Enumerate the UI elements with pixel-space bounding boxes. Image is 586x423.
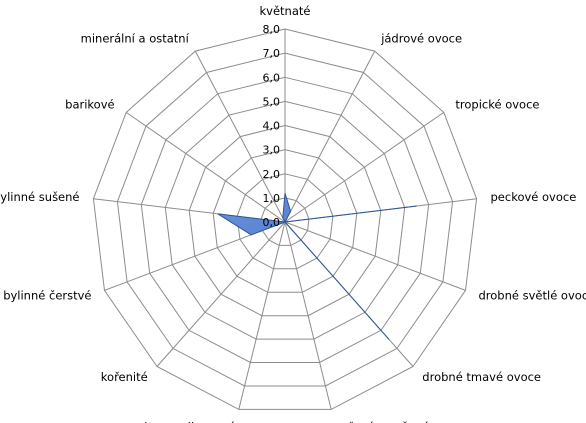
category-label: vařené a sušené ovoce	[335, 420, 468, 423]
spoke-line	[284, 111, 445, 223]
radar-series-layer	[217, 192, 417, 340]
category-label: drobné světlé ovoce	[479, 288, 586, 302]
grid-ring-4	[188, 124, 382, 317]
radial-axis-ticks: 0,0 1,0 2,0 3,0 4,0 5,0 6,0 7,0 8,0	[263, 23, 281, 229]
spoke-line	[284, 50, 376, 223]
category-label: karamelizované	[144, 420, 235, 423]
category-label: květnaté	[260, 4, 311, 18]
grid-ring-6	[140, 76, 430, 363]
tick-label: 8,0	[263, 23, 281, 36]
tick-label: 7,0	[263, 47, 281, 60]
category-label: drobné tmavé ovoce	[422, 370, 541, 384]
tick-label: 6,0	[263, 71, 281, 84]
category-label: bylinné čerstvé	[3, 288, 91, 302]
tick-label: 0,0	[263, 216, 281, 229]
spoke-line	[284, 221, 332, 410]
category-label: kořenité	[101, 370, 148, 384]
category-label: peckové ovoce	[491, 190, 577, 204]
category-label: jádrové ovoce	[380, 32, 462, 46]
tick-label: 4,0	[263, 120, 281, 133]
spoke-line	[284, 221, 466, 291]
category-labels: květnaté jádrové ovoce tropické ovoce pecko…	[0, 4, 586, 423]
tick-label: 5,0	[263, 95, 281, 108]
category-label: bylinné sušené	[0, 190, 80, 204]
tick-label: 3,0	[263, 144, 281, 157]
spoke-line	[238, 221, 286, 410]
tick-label: 1,0	[263, 192, 281, 205]
grid-ring-7	[116, 52, 454, 387]
grid-ring-1	[260, 197, 310, 246]
spoke-line	[125, 111, 286, 223]
grid-ring-8	[92, 28, 478, 410]
category-label: tropické ovoce	[455, 97, 539, 111]
grid-ring-2	[236, 173, 334, 270]
category-label: minerální a ostatní	[81, 32, 190, 46]
grid-ring-3	[212, 149, 358, 293]
category-label: barikové	[65, 97, 114, 111]
spoke-line	[194, 50, 286, 223]
tick-label: 2,0	[263, 168, 281, 181]
spoke-line	[156, 221, 286, 367]
grid-ring-5	[164, 100, 406, 340]
series-area	[217, 192, 417, 340]
